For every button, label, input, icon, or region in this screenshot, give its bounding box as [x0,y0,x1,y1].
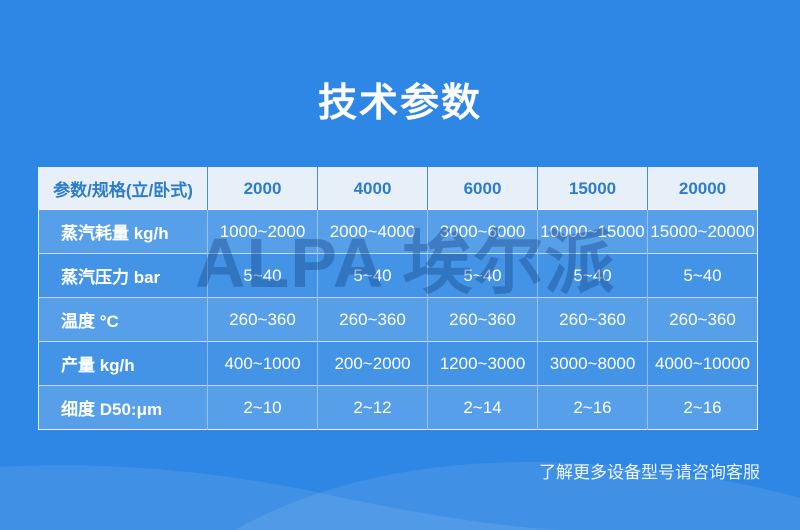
value-cell: 1000~2000 [207,209,318,254]
page-title: 技术参数 [317,82,482,125]
value-cell: 3000~8000 [537,341,648,386]
value-cell: 2~12 [317,385,428,430]
header-cell-model-2000: 2000 [207,167,318,210]
value-cell: 2~10 [207,385,318,430]
value-cell: 2~16 [537,385,648,430]
table-row: 温度 °C 260~360 260~360 260~360 260~360 260~360 [38,297,758,342]
row-label-cell: 蒸汽压力 bar [38,253,208,298]
header-cell-model-20000: 20000 [647,167,758,210]
value-cell: 15000~20000 [647,209,758,254]
value-cell: 260~360 [427,297,538,342]
table-body: 蒸汽耗量 kg/h 1000~2000 2000~4000 3000~6000 1000… [38,209,758,430]
wave-right-shape [235,461,800,530]
value-cell: 5~40 [537,253,648,298]
row-label-cell: 细度 D50:μm [38,385,208,430]
table-row: 产量 kg/h 400~1000 200~2000 1200~3000 3000~800… [38,341,758,386]
value-cell: 2~14 [427,385,538,430]
value-cell: 4000~10000 [647,341,758,386]
value-cell: 5~40 [317,253,428,298]
value-cell: 400~1000 [207,341,318,386]
value-cell: 260~360 [317,297,428,342]
wave-left-shape [0,465,560,530]
value-cell: 200~2000 [317,341,428,386]
header-cell-param-label: 参数/规格(立/卧式) [38,167,208,210]
value-cell: 10000~15000 [537,209,648,254]
row-label-cell: 产量 kg/h [38,341,208,386]
table-header: 参数/规格(立/卧式) 2000 4000 6000 15000 20000 [38,167,758,210]
table-row: 蒸汽压力 bar 5~40 5~40 5~40 5~40 5~40 [38,253,758,298]
header-cell-model-4000: 4000 [317,167,428,210]
header-cell-model-6000: 6000 [427,167,538,210]
row-label-cell: 温度 °C [38,297,208,342]
value-cell: 5~40 [647,253,758,298]
value-cell: 2~16 [647,385,758,430]
background-waves [0,461,800,530]
value-cell: 260~360 [647,297,758,342]
header-cell-model-15000: 15000 [537,167,648,210]
table-row: 细度 D50:μm 2~10 2~12 2~14 2~16 2~16 [38,385,758,430]
value-cell: 2000~4000 [317,209,428,254]
value-cell: 5~40 [427,253,538,298]
value-cell: 5~40 [207,253,318,298]
params-table: 参数/规格(立/卧式) 2000 4000 6000 15000 20000 蒸汽耗量 k… [38,167,758,430]
value-cell: 260~360 [207,297,318,342]
footer-note: 了解更多设备型号请咨询客服 [539,463,760,482]
value-cell: 1200~3000 [427,341,538,386]
value-cell: 260~360 [537,297,648,342]
value-cell: 3000~6000 [427,209,538,254]
table-header-row: 参数/规格(立/卧式) 2000 4000 6000 15000 20000 [38,167,758,210]
row-label-cell: 蒸汽耗量 kg/h [38,209,208,254]
table-row: 蒸汽耗量 kg/h 1000~2000 2000~4000 3000~6000 1000… [38,209,758,254]
